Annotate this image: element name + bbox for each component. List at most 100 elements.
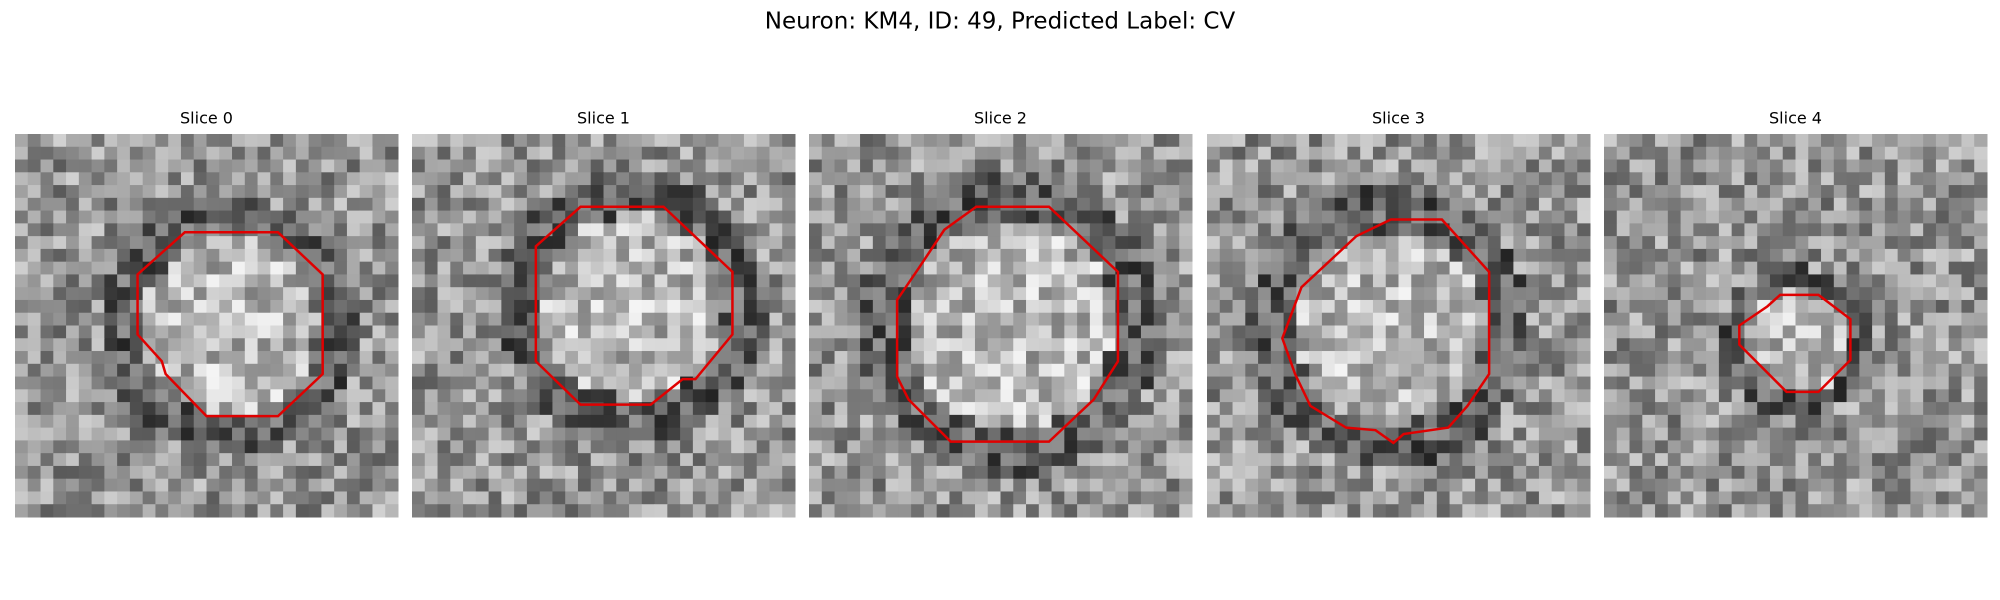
pixel <box>911 236 925 250</box>
pixel <box>1089 159 1104 173</box>
pixel <box>1910 261 1924 275</box>
pixel <box>1207 453 1221 467</box>
pixel <box>1859 363 1873 378</box>
pixel <box>1910 159 1924 173</box>
pixel <box>15 453 29 467</box>
pixel <box>219 351 233 365</box>
pixel <box>1718 248 1733 263</box>
pixel <box>1731 274 1745 288</box>
pixel <box>1872 261 1886 275</box>
pixel <box>1513 414 1527 429</box>
pixel <box>1258 210 1272 224</box>
pixel <box>257 210 271 224</box>
pixel <box>40 172 54 186</box>
pixel <box>27 491 42 505</box>
pixel <box>1309 427 1323 441</box>
pixel <box>257 376 271 390</box>
pixel <box>577 134 592 148</box>
pixel <box>1526 389 1540 403</box>
pixel <box>1551 299 1565 314</box>
pixel <box>1347 197 1361 212</box>
pixel <box>1859 146 1873 161</box>
pixel <box>180 287 195 301</box>
pixel <box>1655 427 1669 441</box>
pixel <box>718 376 732 390</box>
pixel <box>1604 453 1618 467</box>
pixel <box>334 236 348 250</box>
pixel <box>1309 351 1323 365</box>
pixel <box>1948 223 1962 237</box>
pixel <box>1115 402 1129 416</box>
pixel <box>1051 172 1065 186</box>
pixel <box>1808 465 1822 480</box>
pixel <box>142 376 156 390</box>
pixel <box>295 351 310 365</box>
pixel <box>168 287 182 301</box>
pixel <box>168 261 182 275</box>
pixel <box>1769 312 1784 326</box>
pixel <box>1884 197 1899 212</box>
pixel <box>1948 504 1962 518</box>
pixel <box>1872 197 1886 212</box>
pixel <box>232 312 246 326</box>
pixel <box>1782 440 1796 454</box>
pixel <box>1153 210 1167 224</box>
pixel <box>1604 504 1618 518</box>
pixel <box>539 338 553 352</box>
pixel <box>1128 414 1142 429</box>
pixel <box>117 287 131 301</box>
pixel <box>1283 287 1297 301</box>
pixel <box>1538 427 1553 441</box>
pixel <box>78 159 93 173</box>
pixel <box>206 376 220 390</box>
pixel <box>1693 440 1707 454</box>
pixel <box>501 197 515 212</box>
pixel <box>1398 389 1412 403</box>
pixel <box>590 159 604 173</box>
pixel <box>1961 223 1975 237</box>
pixel <box>142 338 156 352</box>
pixel <box>1500 478 1514 492</box>
pixel <box>1411 274 1425 288</box>
pixel <box>1538 414 1553 429</box>
pixel <box>1207 312 1221 326</box>
pixel <box>718 197 732 212</box>
pixel <box>1935 325 1950 339</box>
pixel <box>206 427 220 441</box>
pixel <box>769 389 783 403</box>
pixel <box>1207 325 1221 339</box>
pixel <box>257 236 271 250</box>
pixel <box>295 504 310 518</box>
pixel <box>1449 146 1463 161</box>
pixel <box>27 414 42 429</box>
pixel <box>1321 453 1336 467</box>
pixel <box>1115 363 1129 378</box>
pixel <box>1462 210 1476 224</box>
pixel <box>15 159 29 173</box>
pixel <box>1436 414 1451 429</box>
pixel <box>1808 376 1822 390</box>
pixel <box>526 172 541 186</box>
pixel <box>809 134 823 148</box>
pixel <box>412 427 426 441</box>
pixel <box>1077 223 1091 237</box>
pixel <box>1629 287 1643 301</box>
pixel <box>782 197 796 212</box>
pixel <box>1140 210 1155 224</box>
pixel <box>1974 427 1988 441</box>
pixel <box>769 236 783 250</box>
pixel <box>91 299 105 314</box>
pixel <box>168 185 182 199</box>
pixel <box>168 440 182 454</box>
pixel <box>962 504 976 518</box>
pixel <box>692 338 707 352</box>
pixel <box>1258 504 1272 518</box>
pixel <box>1667 287 1682 301</box>
pixel <box>1897 287 1911 301</box>
pixel <box>1140 453 1155 467</box>
pixel <box>1462 325 1476 339</box>
pixel <box>78 414 93 429</box>
pixel <box>1372 389 1387 403</box>
pixel <box>1884 338 1899 352</box>
pixel <box>1436 351 1451 365</box>
